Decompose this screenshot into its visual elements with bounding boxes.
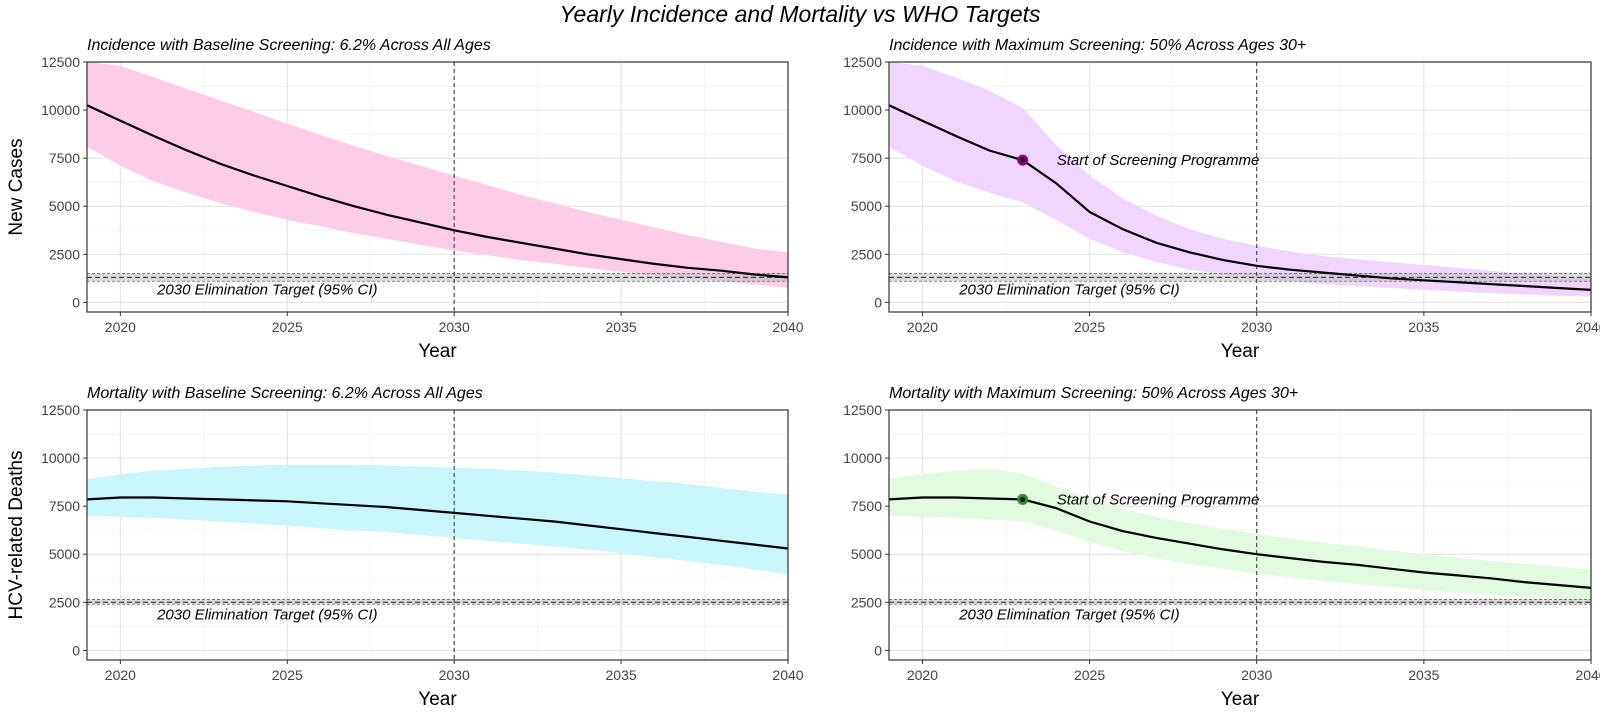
y-tick-label: 2500 [851,594,882,610]
x-tick-label: 2040 [772,319,803,335]
y-tick-label: 10000 [41,102,80,118]
panel-title: Incidence with Baseline Screening: 6.2% … [87,37,491,54]
panel-title: Incidence with Maximum Screening: 50% Ac… [889,37,1306,54]
y-tick-label: 0 [874,642,882,658]
x-tick-label: 2020 [105,667,136,683]
y-tick-label: 7500 [49,150,80,166]
panel-1: 2030 Elimination Target (95% CI) 0 2500 500… [6,37,804,362]
x-tick-label: 2030 [1241,319,1272,335]
y-tick-label: 7500 [49,498,80,514]
x-tick-label: 2035 [1408,319,1439,335]
x-tick-label: 2025 [272,667,303,683]
ci-band [889,468,1591,601]
y-axis-title: New Cases [6,138,27,235]
y-tick-label: 12500 [843,54,882,70]
target-label: 2030 Elimination Target (95% CI) [156,281,377,298]
target-ci-band [889,599,1591,605]
panel-4: 2030 Elimination Target (95% CI) Start of… [843,385,1600,710]
x-tick-label: 2020 [105,319,136,335]
x-tick-label: 2025 [1074,667,1105,683]
screening-start-marker-center [1020,496,1026,503]
panel-border [888,409,1592,661]
y-tick-label: 5000 [851,546,882,562]
target-ci-band [87,599,788,605]
x-tick-label: 2030 [1241,667,1272,683]
y-tick-label: 5000 [851,198,882,214]
ci-band [87,464,788,575]
ci-band [87,62,788,288]
x-tick-label: 2025 [272,319,303,335]
panel-title: Mortality with Maximum Screening: 50% Ac… [889,385,1298,402]
y-tick-label: 0 [874,294,882,310]
screening-start-marker-center [1020,157,1026,163]
x-tick-label: 2035 [606,667,637,683]
panel-title: Mortality with Baseline Screening: 6.2% … [87,385,483,402]
y-tick-label: 12500 [41,54,80,70]
x-axis-title: Year [1221,689,1260,710]
panel-border [888,61,1592,313]
x-tick-label: 2020 [907,667,938,683]
target-ci-band [889,273,1591,282]
series-line-mean [86,496,789,550]
x-tick-label: 2040 [1575,667,1600,683]
panel-border [86,61,789,313]
y-tick-label: 0 [72,294,80,310]
y-tick-label: 2500 [851,246,882,262]
y-tick-label: 12500 [41,402,80,418]
x-tick-label: 2040 [772,667,803,683]
target-label: 2030 Elimination Target (95% CI) [958,281,1179,298]
y-tick-label: 12500 [843,402,882,418]
target-ci-band [87,273,788,282]
x-tick-label: 2025 [1074,319,1105,335]
y-tick-label: 5000 [49,198,80,214]
x-tick-label: 2020 [907,319,938,335]
ci-band [889,62,1591,297]
x-tick-label: 2035 [1408,667,1439,683]
target-label: 2030 Elimination Target (95% CI) [958,606,1179,623]
x-tick-label: 2030 [439,667,470,683]
panel-border [86,409,789,661]
x-axis-title: Year [1221,341,1260,362]
panel-2: 2030 Elimination Target (95% CI) Start of… [843,37,1600,362]
y-tick-label: 5000 [49,546,80,562]
y-tick-label: 10000 [843,450,882,466]
series-line-mean [888,104,1592,291]
y-tick-label: 7500 [851,498,882,514]
target-label: 2030 Elimination Target (95% CI) [156,606,377,623]
y-axis-title: HCV-related Deaths [6,451,27,620]
screening-start-label: Start of Screening Programme [1057,491,1260,508]
x-tick-label: 2040 [1575,319,1600,335]
y-tick-label: 10000 [41,450,80,466]
figure-title: Yearly Incidence and Mortality vs WHO Ta… [559,1,1041,27]
x-tick-label: 2030 [439,319,470,335]
x-axis-title: Year [418,341,457,362]
y-tick-label: 2500 [49,246,80,262]
y-tick-label: 2500 [49,594,80,610]
screening-start-label: Start of Screening Programme [1057,152,1260,169]
y-tick-label: 7500 [851,150,882,166]
x-tick-label: 2035 [606,319,637,335]
y-tick-label: 10000 [843,102,882,118]
y-tick-label: 0 [72,642,80,658]
panel-3: 2030 Elimination Target (95% CI) 0 2500 500… [6,385,804,710]
series-line-mean [888,496,1592,589]
series-line-mean [86,104,789,279]
x-axis-title: Year [418,689,457,710]
